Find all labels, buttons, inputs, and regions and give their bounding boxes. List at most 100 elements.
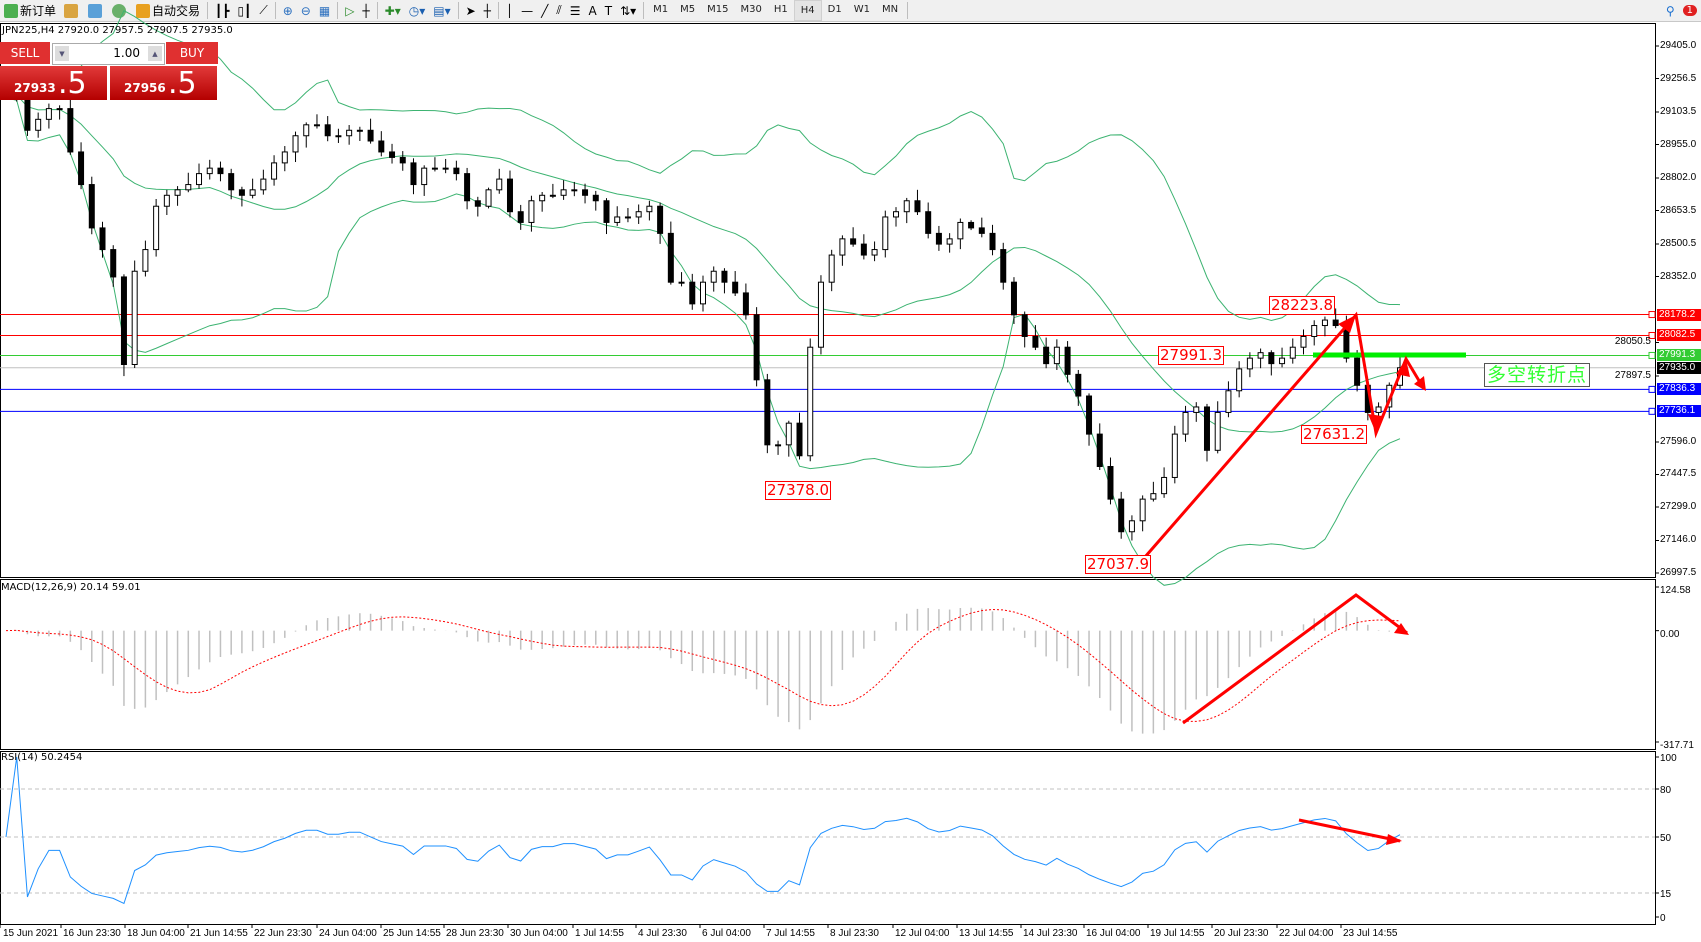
candle [56,108,63,111]
indicators-button[interactable]: ✚▾ [381,1,405,20]
candle [1332,319,1339,327]
trendline-button[interactable]: ╱ [537,1,552,20]
autoscroll-button[interactable]: ▷ [341,1,358,20]
line-chart-button[interactable]: ⟋ [255,1,271,20]
timeframe-m5[interactable]: M5 [680,4,696,15]
chart-header: JPN225,H4 27920.0 27957.5 27907.5 27935.… [2,25,233,36]
candle [1000,249,1007,283]
candle [1021,314,1028,337]
chart-shift-button[interactable]: ┼ [358,1,373,20]
search-button[interactable]: ⚲ [1662,1,1679,20]
price-axis-label: 28050.5 [1614,336,1651,348]
buy-button[interactable]: BUY [166,42,218,64]
arrowhead-icon [1338,315,1356,333]
text-button[interactable]: A [585,1,601,20]
candle [378,140,385,153]
lot-size-input[interactable]: 1.00 [113,46,140,60]
new-order-button[interactable]: 新订单 [0,1,60,20]
templates-button[interactable]: ▤▾ [429,1,454,20]
panel-frame [0,751,1656,925]
candle [903,200,910,213]
candle [1075,373,1082,397]
fibonacci-icon: ☰ [569,3,581,18]
arrows-button[interactable]: ⇅▾ [616,1,640,20]
decrease-lots-button[interactable]: ▼ [55,46,69,61]
timeframe-m30[interactable]: M30 [740,4,762,15]
candle [1193,406,1200,413]
buy-price-button[interactable]: 27956 .5 [110,66,217,100]
candle [1086,395,1093,435]
candle-chart-button[interactable]: ▯┃ [233,1,255,20]
bollinger-middle [5,94,1401,433]
line-handle [1648,311,1656,319]
crosshair-button[interactable]: ┼ [480,1,495,20]
vertical-line-icon: │ [505,3,514,18]
time-axis-label: 23 Jul 14:55 [1343,928,1398,939]
timeframe-mn[interactable]: MN [881,4,899,15]
bar-chart-button[interactable]: ┃┣ [211,1,233,20]
new-order-icon [4,3,18,18]
timeframe-w1[interactable]: W1 [853,4,870,15]
zoom-in-icon: ⊕ [282,3,293,18]
periods-button[interactable]: ◷▾ [405,1,430,20]
price-axis-label: 27596.0 [1660,435,1697,447]
annotation-drawings [1143,311,1466,845]
fibonacci-button[interactable]: ☰ [566,1,585,20]
candle [206,167,213,175]
timeframe-h4[interactable]: H4 [793,0,822,21]
candle [860,243,867,256]
candle [442,167,449,170]
zoom-in-button[interactable]: ⊕ [279,1,297,20]
price-label: 27991.3 [1158,346,1225,365]
timeframe-m15[interactable]: M15 [707,4,729,15]
candle [196,173,203,186]
vertical-line-button[interactable]: │ [502,1,517,20]
candle [410,162,417,186]
candle [260,178,267,191]
candle [742,292,749,316]
zoom-out-button[interactable]: ⊖ [297,1,315,20]
channel-button[interactable]: ⫽ [552,1,565,20]
price-axis-label: 26997.5 [1660,567,1697,578]
candle [1139,498,1146,522]
divider [376,2,378,19]
candle [549,194,556,197]
candle [689,281,696,305]
macd-axis-label: 124.58 [1660,585,1691,596]
market-watch-button[interactable] [60,1,84,20]
price-axis-label: 27447.5 [1660,468,1697,480]
timeframe-h1[interactable]: H1 [773,4,788,15]
text-label-button[interactable]: T [601,1,616,20]
timeframe-d1[interactable]: D1 [827,4,842,15]
pivot-annotation: 多空转折点 [1484,363,1591,387]
cursor-button[interactable]: ➤ [462,1,480,20]
panel-frame [0,23,1656,578]
horizontal-line-button[interactable]: — [517,1,537,20]
candle [592,194,599,202]
tile-windows-button[interactable]: ▦ [315,1,334,20]
rsi-trend-arrow [1298,818,1401,843]
candle [1182,411,1189,435]
candle [828,254,835,283]
time-axis-label: 6 Jul 04:00 [702,928,751,939]
increase-lots-button[interactable]: ▲ [148,46,162,61]
candle [560,189,567,196]
candle [1354,357,1361,386]
data-button[interactable] [84,1,108,20]
notifications-button[interactable]: 1 [1679,1,1701,20]
sell-price-button[interactable]: 27933 .5 [0,66,107,100]
sell-button[interactable]: SELL [0,42,50,64]
candle [292,135,299,153]
time-axis-label: 12 Jul 04:00 [895,928,950,939]
crosshair-icon: ┼ [483,3,491,18]
timeframe-bar: M1 M5 M15 M30 H1 H4 D1 W1 MN [647,0,904,21]
timeframe-m1[interactable]: M1 [653,4,669,15]
lot-size-stepper[interactable]: ▼ 1.00 ▲ [52,43,165,65]
price-axis-label: 28955.0 [1660,138,1697,150]
auto-trading-button[interactable]: 自动交易 [132,1,204,20]
channel-icon: ⫽ [556,3,562,17]
candle [871,249,878,256]
price-axis-label: 27299.0 [1660,501,1697,512]
candle [1321,319,1328,327]
